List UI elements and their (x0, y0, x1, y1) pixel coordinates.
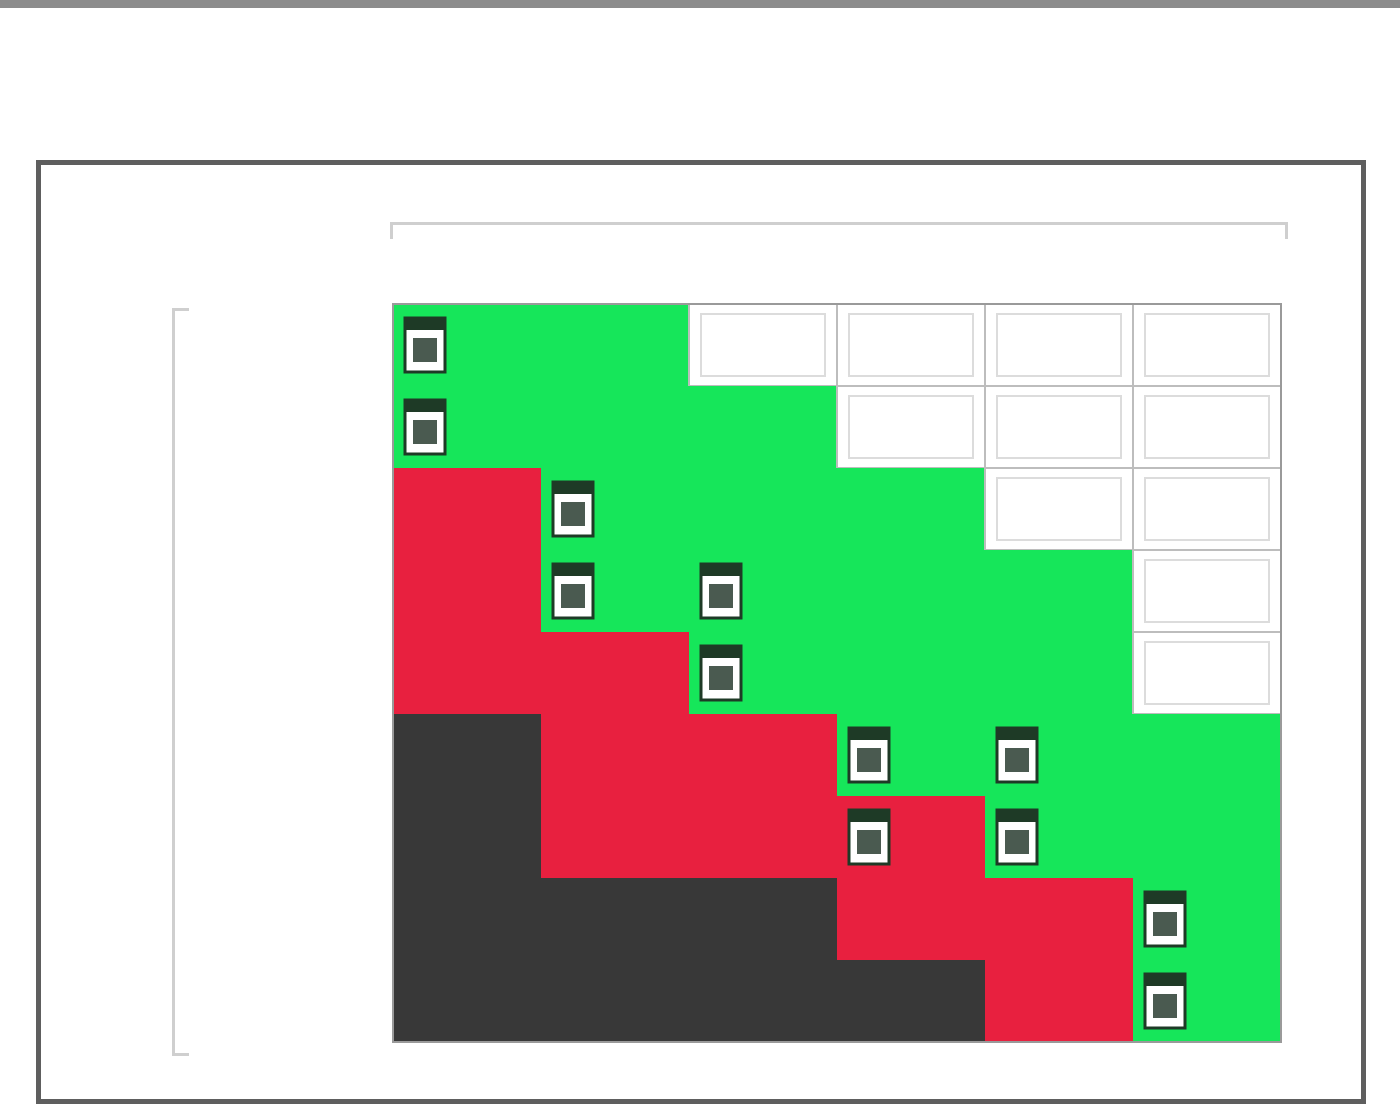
cell-inner-box (1144, 313, 1270, 377)
calendar-icon (1143, 972, 1187, 1030)
calendar-icon (699, 562, 743, 620)
heatmap-cell (393, 714, 541, 796)
cell-inner-box (996, 477, 1122, 541)
cell-inner-box (996, 395, 1122, 459)
row-group-bracket (172, 308, 189, 1056)
heatmap-cell (541, 386, 689, 468)
cell-inner-box (848, 395, 974, 459)
heatmap-cell (393, 878, 541, 960)
calendar-icon (551, 480, 595, 538)
heatmap-cell (689, 960, 837, 1042)
calendar-icon (847, 726, 891, 784)
calendar-icon (551, 562, 595, 620)
cell-inner-box (1144, 641, 1270, 705)
calendar-icon (403, 398, 447, 456)
cell-inner-box (996, 313, 1122, 377)
calendar-icon (403, 316, 447, 374)
cell-inner-box (1144, 395, 1270, 459)
calendar-icon (1143, 890, 1187, 948)
heatmap-cell (837, 960, 985, 1042)
grid-border (392, 303, 1282, 1043)
calendar-icon (699, 644, 743, 702)
calendar-icon (995, 808, 1039, 866)
heatmap-cell (393, 796, 541, 878)
cell-inner-box (700, 313, 826, 377)
heatmap-cell (1133, 796, 1281, 878)
heatmap-cell (393, 960, 541, 1042)
heatmap-cell (985, 960, 1133, 1042)
heatmap-cell (837, 550, 985, 632)
heatmap-cell (393, 468, 541, 550)
heatmap-cell (837, 468, 985, 550)
calendar-icon (847, 808, 891, 866)
heatmap-cell (689, 386, 837, 468)
heatmap-cell (985, 632, 1133, 714)
heatmap-cell (393, 632, 541, 714)
heatmap-cell (541, 632, 689, 714)
heatmap-cell (985, 550, 1133, 632)
heatmap-cell (393, 550, 541, 632)
heatmap-cell (689, 468, 837, 550)
heatmap-cell (541, 714, 689, 796)
heatmap-cell (1133, 714, 1281, 796)
heatmap-cell (541, 960, 689, 1042)
calendar-icon (995, 726, 1039, 784)
heatmap-cell (837, 632, 985, 714)
heatmap-cell (689, 714, 837, 796)
heatmap-cell (837, 878, 985, 960)
cell-inner-box (848, 313, 974, 377)
heatmap-cell (541, 304, 689, 386)
cell-inner-box (1144, 559, 1270, 623)
top-rule (0, 0, 1400, 8)
heatmap-cell (689, 878, 837, 960)
heatmap-cell (985, 878, 1133, 960)
heatmap-cell (541, 878, 689, 960)
cell-inner-box (1144, 477, 1270, 541)
heatmap-cell (689, 796, 837, 878)
heatmap-cell (541, 796, 689, 878)
column-group-bracket (390, 222, 1288, 239)
